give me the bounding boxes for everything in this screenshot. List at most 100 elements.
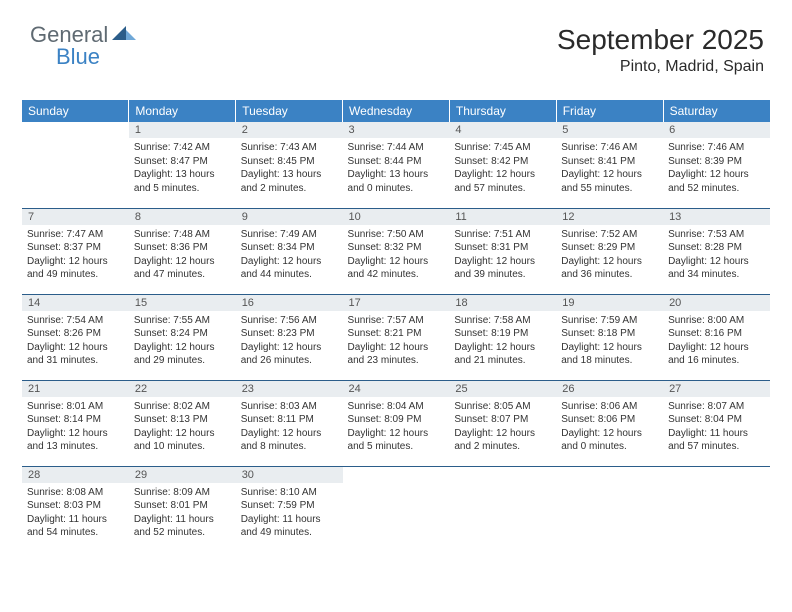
day-daylight: Daylight: 12 hours and 26 minutes. bbox=[241, 341, 338, 368]
calendar-table: Sunday Monday Tuesday Wednesday Thursday… bbox=[22, 100, 770, 552]
day-body: Sunrise: 7:55 AMSunset: 8:24 PMDaylight:… bbox=[129, 311, 236, 372]
day-number: 28 bbox=[22, 467, 129, 483]
day-sunrise: Sunrise: 7:54 AM bbox=[27, 314, 124, 328]
day-sunrise: Sunrise: 7:58 AM bbox=[454, 314, 551, 328]
day-sunrise: Sunrise: 8:04 AM bbox=[348, 400, 445, 414]
day-daylight: Daylight: 11 hours and 49 minutes. bbox=[241, 513, 338, 540]
day-body: Sunrise: 8:08 AMSunset: 8:03 PMDaylight:… bbox=[22, 483, 129, 544]
weekday-header: Friday bbox=[556, 100, 663, 122]
calendar-day-cell bbox=[556, 466, 663, 552]
day-daylight: Daylight: 12 hours and 8 minutes. bbox=[241, 427, 338, 454]
day-sunset: Sunset: 8:47 PM bbox=[134, 155, 231, 169]
calendar-week-row: 7Sunrise: 7:47 AMSunset: 8:37 PMDaylight… bbox=[22, 208, 770, 294]
day-sunset: Sunset: 8:16 PM bbox=[668, 327, 765, 341]
day-sunrise: Sunrise: 7:59 AM bbox=[561, 314, 658, 328]
day-body: Sunrise: 7:52 AMSunset: 8:29 PMDaylight:… bbox=[556, 225, 663, 286]
calendar-day-cell: 12Sunrise: 7:52 AMSunset: 8:29 PMDayligh… bbox=[556, 208, 663, 294]
day-number: 25 bbox=[449, 381, 556, 397]
day-number: 6 bbox=[663, 122, 770, 138]
day-sunset: Sunset: 8:19 PM bbox=[454, 327, 551, 341]
day-sunrise: Sunrise: 7:48 AM bbox=[134, 228, 231, 242]
day-number: 1 bbox=[129, 122, 236, 138]
weekday-header: Tuesday bbox=[236, 100, 343, 122]
day-daylight: Daylight: 13 hours and 0 minutes. bbox=[348, 168, 445, 195]
day-sunset: Sunset: 8:31 PM bbox=[454, 241, 551, 255]
calendar-day-cell: 17Sunrise: 7:57 AMSunset: 8:21 PMDayligh… bbox=[343, 294, 450, 380]
day-number: 23 bbox=[236, 381, 343, 397]
day-sunrise: Sunrise: 8:02 AM bbox=[134, 400, 231, 414]
day-body: Sunrise: 7:43 AMSunset: 8:45 PMDaylight:… bbox=[236, 138, 343, 199]
day-body: Sunrise: 7:46 AMSunset: 8:41 PMDaylight:… bbox=[556, 138, 663, 199]
day-body: Sunrise: 7:42 AMSunset: 8:47 PMDaylight:… bbox=[129, 138, 236, 199]
weekday-header: Wednesday bbox=[343, 100, 450, 122]
calendar-day-cell: 29Sunrise: 8:09 AMSunset: 8:01 PMDayligh… bbox=[129, 466, 236, 552]
day-number: 18 bbox=[449, 295, 556, 311]
day-number: 10 bbox=[343, 209, 450, 225]
calendar-day-cell: 16Sunrise: 7:56 AMSunset: 8:23 PMDayligh… bbox=[236, 294, 343, 380]
day-daylight: Daylight: 11 hours and 57 minutes. bbox=[668, 427, 765, 454]
day-body: Sunrise: 7:58 AMSunset: 8:19 PMDaylight:… bbox=[449, 311, 556, 372]
calendar-day-cell bbox=[343, 466, 450, 552]
day-sunset: Sunset: 8:32 PM bbox=[348, 241, 445, 255]
calendar-day-cell: 8Sunrise: 7:48 AMSunset: 8:36 PMDaylight… bbox=[129, 208, 236, 294]
weekday-header: Saturday bbox=[663, 100, 770, 122]
day-sunrise: Sunrise: 7:55 AM bbox=[134, 314, 231, 328]
calendar-day-cell: 6Sunrise: 7:46 AMSunset: 8:39 PMDaylight… bbox=[663, 122, 770, 208]
calendar-day-cell: 9Sunrise: 7:49 AMSunset: 8:34 PMDaylight… bbox=[236, 208, 343, 294]
day-sunset: Sunset: 8:04 PM bbox=[668, 413, 765, 427]
day-number: 12 bbox=[556, 209, 663, 225]
day-daylight: Daylight: 12 hours and 57 minutes. bbox=[454, 168, 551, 195]
day-number: 20 bbox=[663, 295, 770, 311]
calendar-day-cell bbox=[663, 466, 770, 552]
calendar-day-cell bbox=[449, 466, 556, 552]
day-body: Sunrise: 8:03 AMSunset: 8:11 PMDaylight:… bbox=[236, 397, 343, 458]
calendar-day-cell: 22Sunrise: 8:02 AMSunset: 8:13 PMDayligh… bbox=[129, 380, 236, 466]
month-title: September 2025 bbox=[557, 24, 764, 56]
day-sunrise: Sunrise: 7:53 AM bbox=[668, 228, 765, 242]
day-sunrise: Sunrise: 8:09 AM bbox=[134, 486, 231, 500]
day-sunrise: Sunrise: 7:51 AM bbox=[454, 228, 551, 242]
day-body: Sunrise: 8:01 AMSunset: 8:14 PMDaylight:… bbox=[22, 397, 129, 458]
day-number: 27 bbox=[663, 381, 770, 397]
day-sunrise: Sunrise: 8:07 AM bbox=[668, 400, 765, 414]
day-body: Sunrise: 7:45 AMSunset: 8:42 PMDaylight:… bbox=[449, 138, 556, 199]
day-body: Sunrise: 8:02 AMSunset: 8:13 PMDaylight:… bbox=[129, 397, 236, 458]
day-number: 15 bbox=[129, 295, 236, 311]
day-sunset: Sunset: 8:07 PM bbox=[454, 413, 551, 427]
calendar-day-cell: 19Sunrise: 7:59 AMSunset: 8:18 PMDayligh… bbox=[556, 294, 663, 380]
day-body: Sunrise: 7:48 AMSunset: 8:36 PMDaylight:… bbox=[129, 225, 236, 286]
day-sunset: Sunset: 8:42 PM bbox=[454, 155, 551, 169]
day-sunset: Sunset: 8:39 PM bbox=[668, 155, 765, 169]
calendar-day-cell: 28Sunrise: 8:08 AMSunset: 8:03 PMDayligh… bbox=[22, 466, 129, 552]
day-sunrise: Sunrise: 8:08 AM bbox=[27, 486, 124, 500]
day-daylight: Daylight: 12 hours and 47 minutes. bbox=[134, 255, 231, 282]
day-daylight: Daylight: 12 hours and 13 minutes. bbox=[27, 427, 124, 454]
calendar-day-cell: 26Sunrise: 8:06 AMSunset: 8:06 PMDayligh… bbox=[556, 380, 663, 466]
day-sunset: Sunset: 8:41 PM bbox=[561, 155, 658, 169]
day-daylight: Daylight: 12 hours and 2 minutes. bbox=[454, 427, 551, 454]
day-daylight: Daylight: 13 hours and 2 minutes. bbox=[241, 168, 338, 195]
calendar-day-cell: 2Sunrise: 7:43 AMSunset: 8:45 PMDaylight… bbox=[236, 122, 343, 208]
calendar-day-cell: 10Sunrise: 7:50 AMSunset: 8:32 PMDayligh… bbox=[343, 208, 450, 294]
day-body: Sunrise: 7:59 AMSunset: 8:18 PMDaylight:… bbox=[556, 311, 663, 372]
day-body: Sunrise: 8:00 AMSunset: 8:16 PMDaylight:… bbox=[663, 311, 770, 372]
location: Pinto, Madrid, Spain bbox=[557, 58, 764, 76]
day-sunset: Sunset: 8:26 PM bbox=[27, 327, 124, 341]
day-number: 8 bbox=[129, 209, 236, 225]
day-sunrise: Sunrise: 7:46 AM bbox=[668, 141, 765, 155]
day-sunrise: Sunrise: 8:00 AM bbox=[668, 314, 765, 328]
day-sunset: Sunset: 8:06 PM bbox=[561, 413, 658, 427]
day-number: 2 bbox=[236, 122, 343, 138]
day-body: Sunrise: 7:49 AMSunset: 8:34 PMDaylight:… bbox=[236, 225, 343, 286]
day-sunrise: Sunrise: 7:46 AM bbox=[561, 141, 658, 155]
day-sunset: Sunset: 8:37 PM bbox=[27, 241, 124, 255]
day-daylight: Daylight: 13 hours and 5 minutes. bbox=[134, 168, 231, 195]
weekday-header-row: Sunday Monday Tuesday Wednesday Thursday… bbox=[22, 100, 770, 122]
calendar-day-cell: 27 Sunrise: 8:07 AMSunset: 8:04 PMDayligh… bbox=[663, 380, 770, 466]
day-daylight: Daylight: 12 hours and 23 minutes. bbox=[348, 341, 445, 368]
day-daylight: Daylight: 12 hours and 42 minutes. bbox=[348, 255, 445, 282]
calendar-day-cell: 24Sunrise: 8:04 AMSunset: 8:09 PMDayligh… bbox=[343, 380, 450, 466]
day-sunset: Sunset: 8:36 PM bbox=[134, 241, 231, 255]
day-sunrise: Sunrise: 8:10 AM bbox=[241, 486, 338, 500]
day-sunrise: Sunrise: 7:57 AM bbox=[348, 314, 445, 328]
